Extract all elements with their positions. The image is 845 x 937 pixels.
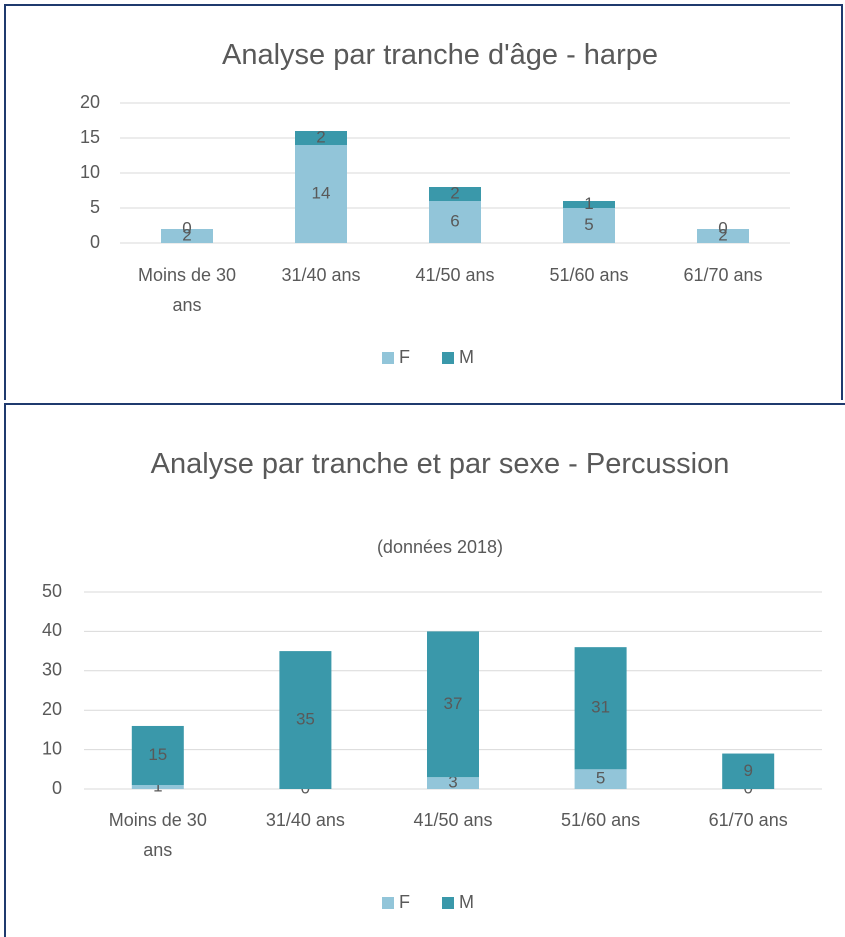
bar (427, 777, 479, 789)
x-tick-label: 51/60 ans (549, 265, 629, 285)
x-tick-label: 31/40 ans (265, 810, 345, 830)
x-tick-label: 31/40 ans (281, 265, 361, 285)
y-tick-label: 40 (42, 620, 62, 640)
x-tick-label: 61/70 ans (683, 265, 763, 285)
chart-panel: 0 5 10 15 20 2 0 14 2 6 2 5 1 2 0 F M Analyse par tranch… (0, 0, 845, 400)
data-label: 14 (312, 183, 331, 202)
data-label: 1 (584, 194, 593, 213)
chart-title: Analyse par tranche et par sexe - Percus… (150, 448, 730, 480)
chart-panel: 0102030405011503533753109FM Analyse par … (0, 400, 845, 937)
data-label: 2 (316, 127, 325, 146)
bar (131, 785, 184, 789)
data-label: 1 (153, 777, 162, 796)
y-tick-label: 10 (80, 162, 100, 182)
y-tick-label: 50 (42, 581, 62, 601)
data-label: 9 (743, 761, 752, 780)
y-tick-label: 20 (42, 699, 62, 719)
y-tick-label: 15 (80, 127, 100, 147)
legend-label: F (399, 892, 410, 912)
bar (295, 131, 347, 145)
data-label: 2 (718, 225, 727, 244)
data-label: 2 (182, 225, 191, 244)
bar (427, 631, 479, 778)
legend-label: M (459, 347, 474, 367)
bar (429, 187, 481, 201)
data-label: 5 (596, 769, 605, 788)
data-label: 6 (450, 211, 459, 230)
bar (563, 208, 615, 243)
x-tick-label: 61/70 ans (708, 810, 788, 830)
panel-border (4, 4, 843, 400)
chart: 0102030405011503533753109FM (4, 403, 845, 937)
legend-label: M (459, 892, 474, 912)
legend-swatch (442, 352, 454, 364)
data-label: 15 (148, 745, 167, 764)
legend-swatch (382, 897, 394, 909)
chart-subtitle: (données 2018) (376, 537, 504, 557)
panel-border (4, 403, 845, 937)
data-label: 31 (591, 698, 610, 717)
x-tick-label: 41/50 ans (413, 810, 493, 830)
legend-swatch (382, 352, 394, 364)
legend-label: F (399, 347, 410, 367)
bar (279, 651, 332, 789)
y-tick-label: 30 (42, 660, 62, 680)
x-tick-label: Moins de 30 ans (137, 265, 237, 315)
bar (697, 229, 749, 243)
data-label: 35 (296, 710, 315, 729)
data-label: 0 (182, 218, 191, 237)
bar (429, 201, 481, 243)
chart-title: Analyse par tranche d'âge - harpe (222, 39, 658, 71)
bar (722, 753, 775, 789)
x-tick-label: Moins de 30 ans (108, 810, 207, 860)
data-label: 5 (584, 215, 593, 234)
y-tick-label: 5 (90, 197, 100, 217)
data-label: 37 (444, 694, 463, 713)
bar (131, 725, 184, 786)
bar (295, 145, 347, 243)
bar (574, 647, 627, 770)
x-tick-label: 41/50 ans (415, 265, 495, 285)
y-tick-label: 10 (42, 738, 62, 758)
data-label: 0 (718, 218, 727, 237)
bar (161, 229, 213, 243)
data-label: 2 (450, 183, 459, 202)
data-label: 3 (448, 773, 457, 792)
x-tick-label: 51/60 ans (561, 810, 641, 830)
legend-swatch (442, 897, 454, 909)
y-tick-label: 0 (52, 778, 62, 798)
y-tick-label: 20 (80, 92, 100, 112)
y-tick-label: 0 (90, 232, 100, 252)
bar (574, 769, 627, 789)
bar (563, 201, 615, 208)
